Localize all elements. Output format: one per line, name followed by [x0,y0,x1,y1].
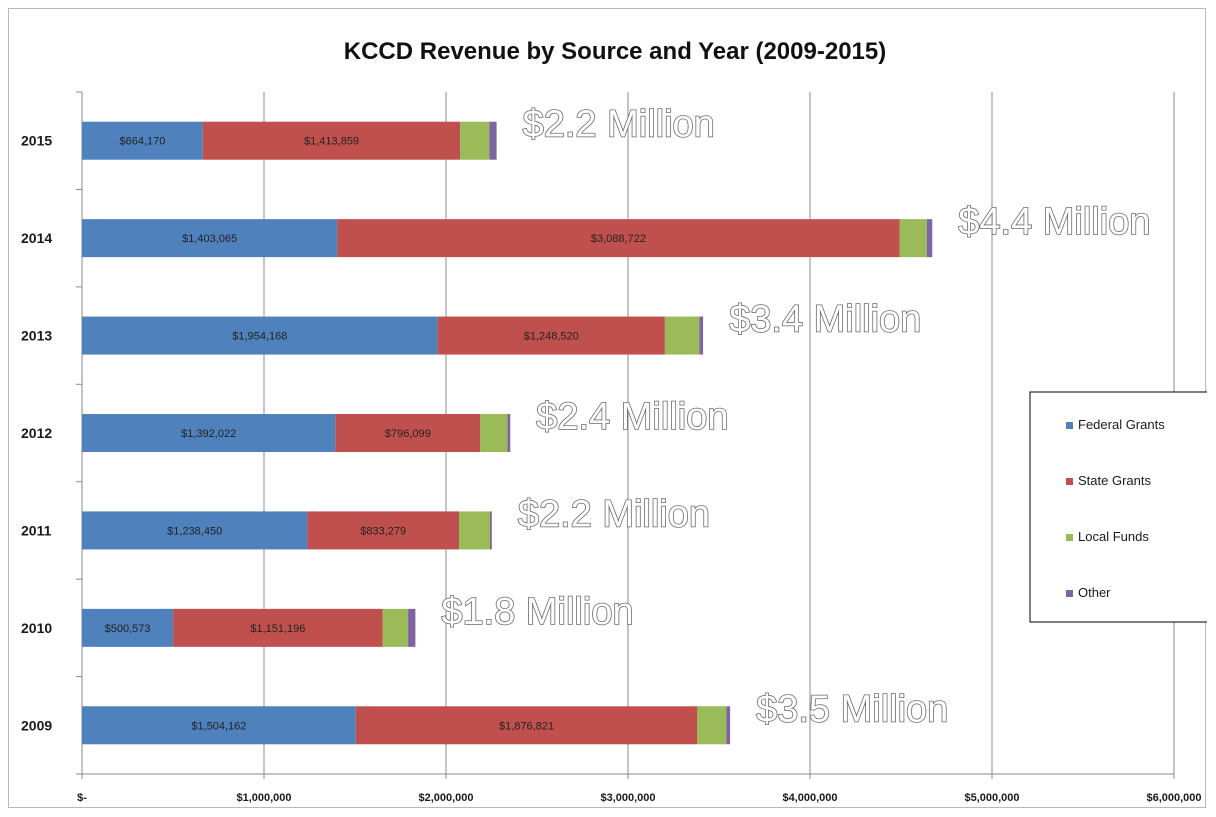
data-label: $1,248,520 [524,331,579,343]
data-label: $1,954,168 [232,331,287,343]
bar-other [489,511,492,550]
y-category-label: 2011 [21,522,52,538]
legend-swatch-local-funds [1066,534,1073,541]
x-tick-label: $6,000,000 [1146,792,1201,804]
bar-state-grants [355,706,698,745]
x-tick-label: $3,000,000 [600,792,655,804]
y-category-label: 2012 [21,425,52,441]
bar-local-funds [480,414,508,452]
legend-label: State Grants [1078,473,1151,488]
bar-state-grants [437,316,665,355]
x-tick-label: $2,000,000 [418,792,473,804]
data-label: $1,413,859 [304,136,359,148]
bar-local-funds [664,316,700,355]
legend-swatch-state-grants [1066,478,1073,485]
bar-other [507,414,511,452]
bar-other [926,219,933,258]
data-label: $833,279 [360,525,406,537]
bar-other [489,121,497,160]
bar-local-funds [460,121,490,160]
legend: Federal Grants State Grants Local Funds Oth… [1029,391,1207,623]
x-tick-label: $4,000,000 [782,792,837,804]
bar-federal-grants [82,316,438,355]
legend-label: Federal Grants [1078,417,1165,432]
total-label: $4.4 Million [958,201,1150,243]
data-label: $664,170 [119,136,165,148]
bar-other [699,316,704,355]
data-label: $1,876,821 [499,720,554,732]
y-category-label: 2010 [21,620,52,636]
bar-state-grants [202,121,461,160]
bar-local-funds [697,706,727,745]
legend-swatch-federal-grants [1066,422,1073,429]
legend-label: Local Funds [1078,529,1149,544]
total-label: $2.2 Million [518,493,710,535]
bar-local-funds [899,219,927,258]
bar-federal-grants [82,414,336,452]
y-category-label: 2013 [21,328,52,344]
data-label: $1,151,196 [250,623,305,635]
bar-other [408,608,416,647]
total-label: $2.4 Million [536,396,728,438]
y-category-label: 2014 [21,230,52,246]
data-label: $1,238,450 [167,525,222,537]
total-label: $3.5 Million [756,688,948,730]
bar-local-funds [382,608,409,647]
bar-local-funds [459,511,490,550]
bar-other [726,706,731,745]
bar-state-grants [335,414,481,452]
data-label: $3,088,722 [591,233,646,245]
data-label: $1,403,065 [182,233,237,245]
data-label: $1,392,022 [181,428,236,440]
y-category-label: 2015 [21,133,52,149]
total-label: $3.4 Million [729,299,921,341]
bars-layer [82,121,933,745]
data-label: $1,504,162 [191,720,246,732]
bar-federal-grants [82,706,356,745]
bar-state-grants [173,608,383,647]
legend-swatch-other [1066,590,1073,597]
x-tick-label: $1,000,000 [236,792,291,804]
total-label: $1.8 Million [441,591,633,633]
y-category-label: 2009 [21,717,52,733]
chart-title: KCCD Revenue by Source and Year (2009-20… [344,38,886,65]
axis-layer: $- $1,000,000 $2,000,000 $3,000,000 $4,000,0… [21,91,1202,804]
bar-federal-grants [82,219,338,258]
bar-federal-grants [82,608,174,647]
x-tick-label: $- [77,792,87,804]
total-label: $2.2 Million [523,104,715,146]
data-label: $500,573 [105,623,151,635]
bar-state-grants [307,511,460,550]
totals-layer: $2.2 Million $4.4 Million $3.4 Million $2.4… [441,103,1152,731]
chart-frame: KCCD Revenue by Source and Year (2009-20… [8,8,1207,808]
legend-box [1029,391,1207,623]
bar-federal-grants [82,121,203,160]
bar-federal-grants [82,511,308,550]
legend-label: Other [1078,585,1111,600]
labels-layer: $664,170 $1,413,859 $1,403,065 $3,088,722 $1… [105,136,646,733]
chart: KCCD Revenue by Source and Year (2009-20… [21,38,1207,804]
bar-state-grants [337,219,900,258]
data-label: $796,099 [385,428,431,440]
x-tick-label: $5,000,000 [964,792,1019,804]
